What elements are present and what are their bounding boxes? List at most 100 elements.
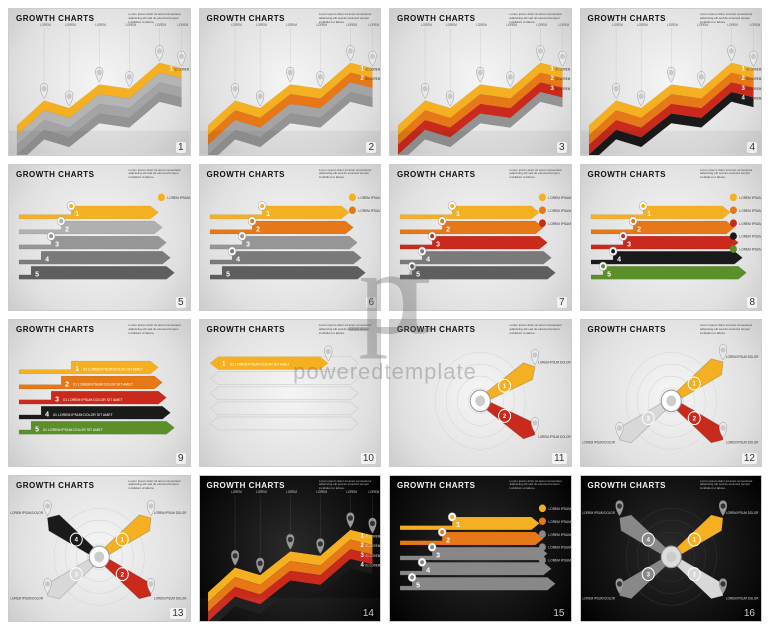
svg-text:01 LOREM IPSUM DOLOR SIT AMET: 01 LOREM IPSUM DOLOR SIT AMET — [53, 413, 113, 417]
slide-thumbnail-13[interactable]: GROWTH CHARTSLorem ipsum dolor sit amet … — [8, 475, 191, 623]
svg-text:1: 1 — [75, 208, 79, 217]
svg-text:01 LOREM IPSUM DOLOR SIT AMET: 01 LOREM IPSUM DOLOR SIT AMET — [365, 553, 380, 557]
slide-number: 7 — [557, 297, 567, 308]
svg-text:LOREM IPSUM DOLOR: LOREM IPSUM DOLOR — [358, 195, 380, 199]
svg-text:LOREM: LOREM — [40, 23, 51, 27]
svg-text:2: 2 — [692, 571, 696, 578]
svg-text:LOREM IPSUM DOLOR: LOREM IPSUM DOLOR — [548, 519, 570, 523]
slide-graphic: 12345LOREM IPSUM DOLORLOREM IPSUM DOLOR — [200, 165, 381, 311]
slide-title: GROWTH CHARTS — [16, 14, 95, 23]
slide-graphic: 12345LOREM IPSUM DOLORLOREM IPSUM DOLORL… — [390, 476, 571, 622]
slide-graphic: 101 LOREM IPSUM DOLOR SIT AMETLOREMLOREM… — [9, 9, 190, 155]
slide-title: GROWTH CHARTS — [588, 481, 667, 490]
svg-text:LOREM: LOREM — [316, 23, 327, 27]
svg-text:2: 2 — [741, 75, 745, 82]
slide-thumbnail-6[interactable]: GROWTH CHARTSLorem ipsum dolor sit amet … — [199, 164, 382, 312]
svg-text:LOREM: LOREM — [256, 23, 267, 27]
slide-graphic: 1LOREM IPSUM DOLOR2LOREM IPSUM DOLOR — [390, 320, 571, 466]
svg-text:LOREM IPSUM DOLOR: LOREM IPSUM DOLOR — [154, 511, 187, 515]
svg-text:3: 3 — [75, 571, 79, 578]
svg-text:01 LOREM IPSUM DOLOR SIT AMET: 01 LOREM IPSUM DOLOR SIT AMET — [746, 96, 761, 100]
svg-text:4: 4 — [741, 94, 745, 101]
svg-text:2: 2 — [360, 541, 364, 548]
svg-text:LOREM IPSUM DOLOR: LOREM IPSUM DOLOR — [10, 511, 43, 515]
slide-title: GROWTH CHARTS — [397, 481, 476, 490]
slide-thumbnail-4[interactable]: GROWTH CHARTSLorem ipsum dolor sit amet … — [580, 8, 763, 156]
slide-graphic: 201 LOREM IPSUM DOLOR SIT AMET101 LOREM … — [200, 9, 381, 155]
slide-graphic: 1LOREM IPSUM DOLOR2LOREM IPSUM DOLOR3LOR… — [581, 476, 762, 622]
slide-thumbnail-10[interactable]: GROWTH CHARTSLorem ipsum dolor sit amet … — [199, 319, 382, 467]
svg-text:2: 2 — [65, 379, 69, 388]
svg-text:1: 1 — [222, 360, 226, 367]
svg-text:2: 2 — [121, 571, 125, 578]
slide-number: 8 — [747, 297, 757, 308]
svg-text:LOREM: LOREM — [346, 490, 357, 494]
svg-text:LOREM IPSUM DOLOR: LOREM IPSUM DOLOR — [548, 558, 570, 562]
slide-number: 6 — [366, 297, 376, 308]
slide-thumbnail-9[interactable]: GROWTH CHARTSLorem ipsum dolor sit amet … — [8, 319, 191, 467]
svg-text:LOREM IPSUM DOLOR: LOREM IPSUM DOLOR — [739, 247, 761, 251]
svg-text:LOREM IPSUM DOLOR: LOREM IPSUM DOLOR — [725, 355, 758, 359]
slide-title: GROWTH CHARTS — [16, 481, 95, 490]
slide-thumbnail-14[interactable]: GROWTH CHARTSLorem ipsum dolor sit amet … — [199, 475, 382, 623]
slide-number: 9 — [176, 453, 186, 464]
svg-text:3: 3 — [741, 85, 745, 92]
slide-number: 4 — [747, 142, 757, 153]
slide-thumbnail-3[interactable]: GROWTH CHARTSLorem ipsum dolor sit amet … — [389, 8, 572, 156]
slide-graphic: 401 LOREM IPSUM DOLOR SIT AMET301 LOREM … — [581, 9, 762, 155]
slide-title: GROWTH CHARTS — [16, 170, 95, 179]
slide-number: 3 — [557, 142, 567, 153]
svg-text:LOREM: LOREM — [155, 23, 166, 27]
svg-text:LOREM IPSUM DOLOR: LOREM IPSUM DOLOR — [739, 195, 761, 199]
svg-text:LOREM: LOREM — [286, 23, 297, 27]
svg-text:4: 4 — [45, 254, 49, 263]
slide-thumbnail-11[interactable]: GROWTH CHARTSLorem ipsum dolor sit amet … — [389, 319, 572, 467]
svg-text:LOREM IPSUM DOLOR: LOREM IPSUM DOLOR — [725, 596, 758, 600]
svg-text:LOREM IPSUM DOLOR: LOREM IPSUM DOLOR — [725, 440, 758, 444]
slide-number: 12 — [742, 453, 757, 464]
slide-thumbnail-12[interactable]: GROWTH CHARTSLorem ipsum dolor sit amet … — [580, 319, 763, 467]
svg-text:LOREM: LOREM — [256, 490, 267, 494]
slide-graphic: 101 LOREM IPSUM DOLOR SIT AMET — [200, 320, 381, 466]
svg-text:LOREM: LOREM — [446, 23, 457, 27]
slide-thumbnail-5[interactable]: GROWTH CHARTSLorem ipsum dolor sit amet … — [8, 164, 191, 312]
svg-text:2: 2 — [360, 75, 364, 82]
svg-text:4: 4 — [426, 254, 430, 263]
slide-title: GROWTH CHARTS — [397, 14, 476, 23]
slide-title: GROWTH CHARTS — [588, 325, 667, 334]
svg-text:LOREM IPSUM DOLOR: LOREM IPSUM DOLOR — [739, 221, 761, 225]
svg-text:01 LOREM IPSUM DOLOR SIT AMET: 01 LOREM IPSUM DOLOR SIT AMET — [63, 398, 123, 402]
slide-title: GROWTH CHARTS — [207, 325, 286, 334]
svg-text:5: 5 — [35, 269, 39, 278]
slide-graphic: 101 LOREM IPSUM DOLOR SIT AMET201 LOREM … — [9, 320, 190, 466]
svg-text:3: 3 — [55, 394, 59, 403]
svg-text:LOREM: LOREM — [125, 23, 136, 27]
slide-thumbnail-7[interactable]: GROWTH CHARTSLorem ipsum dolor sit amet … — [389, 164, 572, 312]
svg-text:4: 4 — [617, 254, 621, 263]
svg-text:LOREM IPSUM DOLOR: LOREM IPSUM DOLOR — [548, 208, 570, 212]
svg-text:LOREM: LOREM — [727, 23, 738, 27]
svg-text:4: 4 — [45, 409, 49, 418]
svg-text:LOREM: LOREM — [697, 23, 708, 27]
slide-number: 10 — [361, 453, 376, 464]
svg-text:LOREM IPSUM DOLOR: LOREM IPSUM DOLOR — [739, 208, 761, 212]
svg-text:LOREM IPSUM DOLOR: LOREM IPSUM DOLOR — [548, 545, 570, 549]
svg-text:LOREM: LOREM — [95, 23, 106, 27]
svg-text:01 LOREM IPSUM DOLOR SIT AMET: 01 LOREM IPSUM DOLOR SIT AMET — [365, 534, 380, 538]
slide-title: GROWTH CHARTS — [207, 481, 286, 490]
svg-text:LOREM IPSUM DOLOR: LOREM IPSUM DOLOR — [167, 195, 189, 199]
svg-text:4: 4 — [360, 561, 364, 568]
slide-thumbnail-1[interactable]: GROWTH CHARTSLorem ipsum dolor sit amet … — [8, 8, 191, 156]
slide-thumbnail-15[interactable]: GROWTH CHARTSLorem ipsum dolor sit amet … — [389, 475, 572, 623]
svg-text:5: 5 — [607, 269, 611, 278]
svg-text:1: 1 — [550, 65, 554, 72]
slide-thumbnail-2[interactable]: GROWTH CHARTSLorem ipsum dolor sit amet … — [199, 8, 382, 156]
slide-number: 2 — [366, 142, 376, 153]
svg-text:LOREM IPSUM DOLOR: LOREM IPSUM DOLOR — [582, 511, 615, 515]
slide-thumbnail-8[interactable]: GROWTH CHARTSLorem ipsum dolor sit amet … — [580, 164, 763, 312]
slide-graphic: 1LOREM IPSUM DOLOR2LOREM IPSUM DOLOR3LOR… — [9, 476, 190, 622]
slide-graphic: 12345LOREM IPSUM DOLORLOREM IPSUM DOLORL… — [581, 165, 762, 311]
slide-thumbnail-16[interactable]: GROWTH CHARTSLorem ipsum dolor sit amet … — [580, 475, 763, 623]
svg-text:LOREM: LOREM — [749, 23, 760, 27]
slide-graphic: 401 LOREM IPSUM DOLOR SIT AMET301 LOREM … — [200, 476, 381, 622]
